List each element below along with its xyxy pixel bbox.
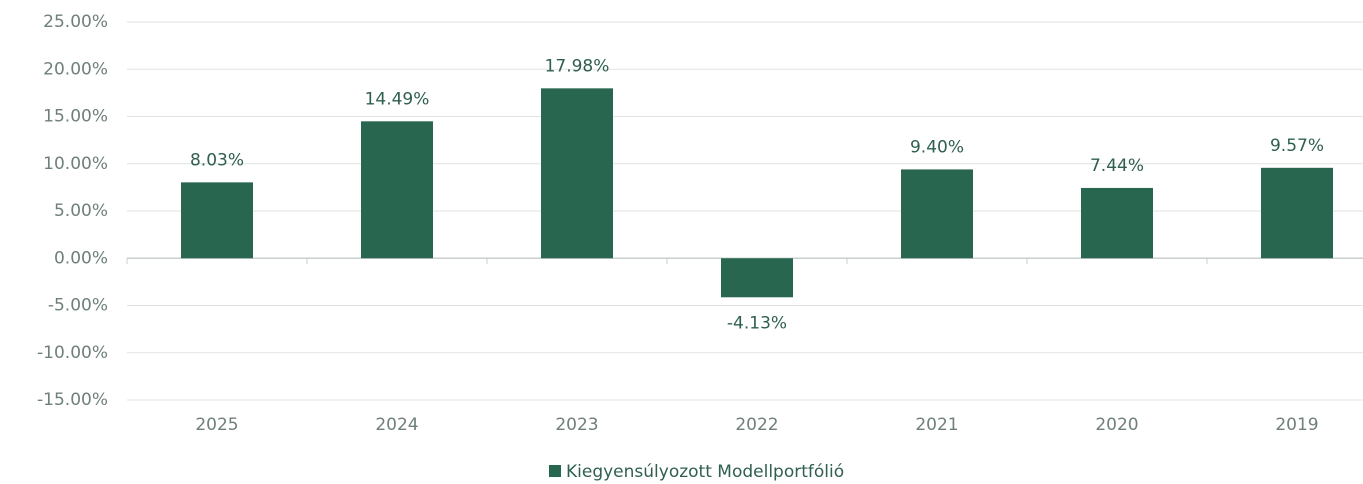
y-tick-label: 25.00% [43, 12, 108, 32]
x-tick-label: 2025 [195, 415, 238, 435]
y-tick-label: -10.00% [37, 343, 108, 363]
x-tick-label: 2020 [1095, 415, 1138, 435]
y-tick-label: 15.00% [43, 107, 108, 127]
legend-swatch [549, 465, 561, 477]
data-label: 8.03% [190, 150, 244, 170]
bar [1081, 187, 1153, 259]
data-label: 9.57% [1270, 136, 1324, 156]
data-label: 7.44% [1090, 156, 1144, 176]
bar [541, 88, 613, 259]
y-tick-label: 0.00% [54, 248, 108, 268]
y-tick-label: -5.00% [48, 296, 108, 316]
data-label: 14.49% [365, 89, 430, 109]
bar [1261, 167, 1333, 259]
x-tick-label: 2023 [555, 415, 598, 435]
y-tick-label: 20.00% [43, 59, 108, 79]
y-tick-label: -15.00% [37, 390, 108, 410]
y-tick-label: 5.00% [54, 201, 108, 221]
data-label: 9.40% [910, 137, 964, 157]
legend-label: Kiegyensúlyozott Modellportfólió [566, 462, 844, 482]
bar [721, 258, 793, 298]
x-tick-label: 2021 [915, 415, 958, 435]
y-tick-label: 10.00% [43, 154, 108, 174]
bar [901, 169, 973, 259]
bar [361, 121, 433, 259]
x-tick-label: 2019 [1275, 415, 1318, 435]
data-label: 17.98% [545, 56, 610, 76]
data-label: -4.13% [727, 313, 787, 333]
x-tick-label: 2022 [735, 415, 778, 435]
bar [181, 182, 253, 259]
x-tick-label: 2024 [375, 415, 418, 435]
